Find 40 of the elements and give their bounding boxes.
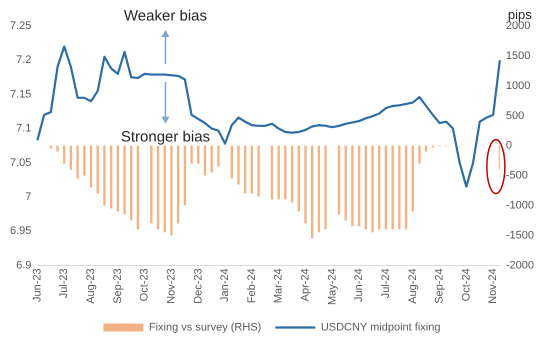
- y-tick-label: 7.1: [16, 122, 32, 135]
- y2-axis-title: pips: [508, 7, 532, 22]
- y2-tick-label: 2000: [506, 20, 530, 32]
- x-tick-label: May-24: [326, 268, 338, 306]
- x-tick-label: Jun-23: [31, 268, 44, 302]
- x-tick-label: Mar-24: [272, 268, 285, 304]
- x-tick-label: Jun-24: [353, 268, 366, 302]
- x-tick-label: Nov-23: [165, 268, 178, 304]
- x-tick-label: Oct-24: [460, 268, 472, 302]
- x-tick-label: Oct-23: [138, 268, 151, 302]
- x-tick-label: Dec-23: [192, 268, 204, 304]
- y2-tick-label: 1000: [506, 80, 530, 92]
- legend-label: Fixing vs survey (RHS): [148, 322, 262, 334]
- y2-tick-label: -500: [506, 170, 528, 182]
- y2-tick-label: -1500: [506, 229, 534, 242]
- x-tick-label: Nov-24: [487, 268, 500, 304]
- legend-label: USDCNY midpoint fixing: [320, 322, 440, 334]
- y-tick-label: 6.9: [16, 259, 32, 272]
- annotation: Stronger bias: [120, 128, 210, 146]
- x-tick-label: Sep-24: [434, 268, 446, 304]
- x-tick-label: Feb-24: [246, 268, 258, 304]
- x-tick-label: Jul-24: [380, 268, 392, 298]
- x-tick-label: Apr-24: [300, 268, 312, 302]
- y-tick-label: 7.05: [10, 156, 32, 169]
- text: Weaker bias: [124, 8, 207, 25]
- y-tick-label: 6.95: [10, 225, 32, 238]
- x-tick-label: Sep-23: [112, 268, 124, 304]
- y-tick-label: 7.15: [10, 88, 32, 100]
- x-tick-label: Jul-23: [58, 268, 70, 298]
- y-tick-label: 7: [25, 190, 32, 203]
- y2-tick-label: 0: [506, 140, 512, 152]
- x-tick-label: Jan-24: [219, 268, 232, 302]
- y-tick-label: 7.25: [10, 20, 32, 32]
- y-tick-label: 7.2: [16, 54, 32, 66]
- x-tick-label: Aug-24: [406, 268, 419, 304]
- y2-tick-label: 500: [506, 110, 524, 122]
- y2-tick-label: 1500: [506, 50, 530, 62]
- x-tick-label: Aug-23: [85, 268, 98, 304]
- y2-tick-label: -2000: [506, 259, 534, 272]
- y2-tick-label: -1000: [506, 200, 534, 212]
